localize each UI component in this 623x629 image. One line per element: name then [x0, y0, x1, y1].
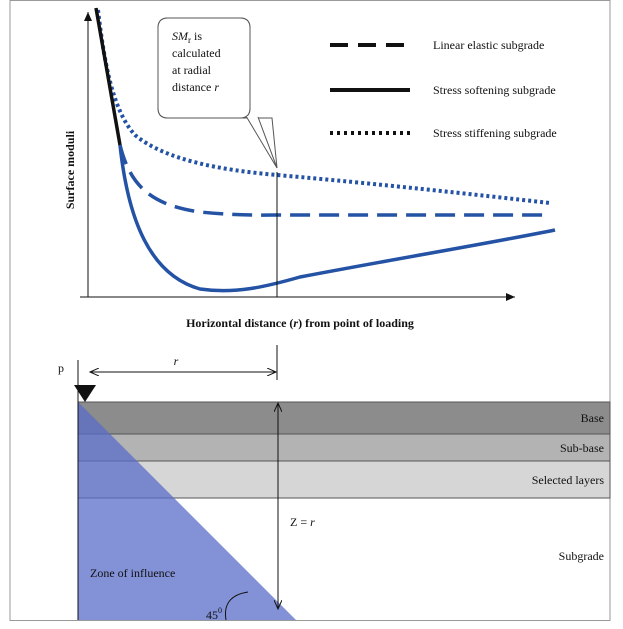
frame	[9, 0, 611, 621]
load-label: p	[58, 361, 64, 375]
depth-text: Z =	[290, 515, 310, 529]
callout-subscript: r	[188, 35, 191, 45]
layer-label: Sub-base	[560, 441, 604, 455]
x-axis-label: Horizontal distance (r) from point of lo…	[186, 316, 414, 330]
legend-label: Stress softening subgrade	[433, 83, 556, 97]
common-curve	[94, 7, 122, 146]
load-arrow	[74, 385, 96, 402]
stiffening-curve	[96, 9, 551, 205]
angle-label: 450	[206, 606, 222, 622]
radius-label: r	[174, 354, 179, 368]
x-label-part: Horizontal distance (	[186, 316, 293, 330]
legend-label: Linear elastic subgrade	[433, 38, 544, 52]
callout-line: distance r	[172, 80, 219, 94]
angle-value: 45	[206, 608, 218, 622]
callout-line: SMr is	[172, 29, 202, 45]
depth-var: r	[310, 515, 315, 529]
layer-label: Selected layers	[532, 473, 605, 487]
softening-curve	[118, 144, 556, 293]
callout-tail	[245, 115, 278, 169]
layer-subbase	[77, 433, 611, 462]
depth-label: Z = r	[290, 515, 315, 529]
layer-base	[77, 401, 611, 435]
linear-curve	[118, 144, 550, 217]
x-label-var: r	[293, 316, 298, 330]
zone-label: Zone of influence	[90, 566, 175, 580]
callout-symbol: SM	[172, 29, 189, 43]
layer-label: Subgrade	[559, 549, 604, 563]
legend-label: Stress stiffening subgrade	[433, 126, 557, 140]
callout-text: is	[191, 29, 202, 43]
callout-text: distance	[172, 80, 214, 94]
y-axis-label: Surface moduli	[63, 130, 77, 209]
angle-mark: 0	[218, 606, 222, 615]
callout-line: at radial	[172, 63, 212, 77]
x-label-part: ) from point of loading	[298, 316, 414, 330]
callout-var: r	[214, 80, 219, 94]
angle-arc	[224, 591, 249, 621]
zone-of-influence	[78, 402, 296, 620]
callout-line: calculated	[172, 46, 221, 60]
callout-box	[157, 17, 251, 119]
layer-label: Base	[581, 411, 604, 425]
